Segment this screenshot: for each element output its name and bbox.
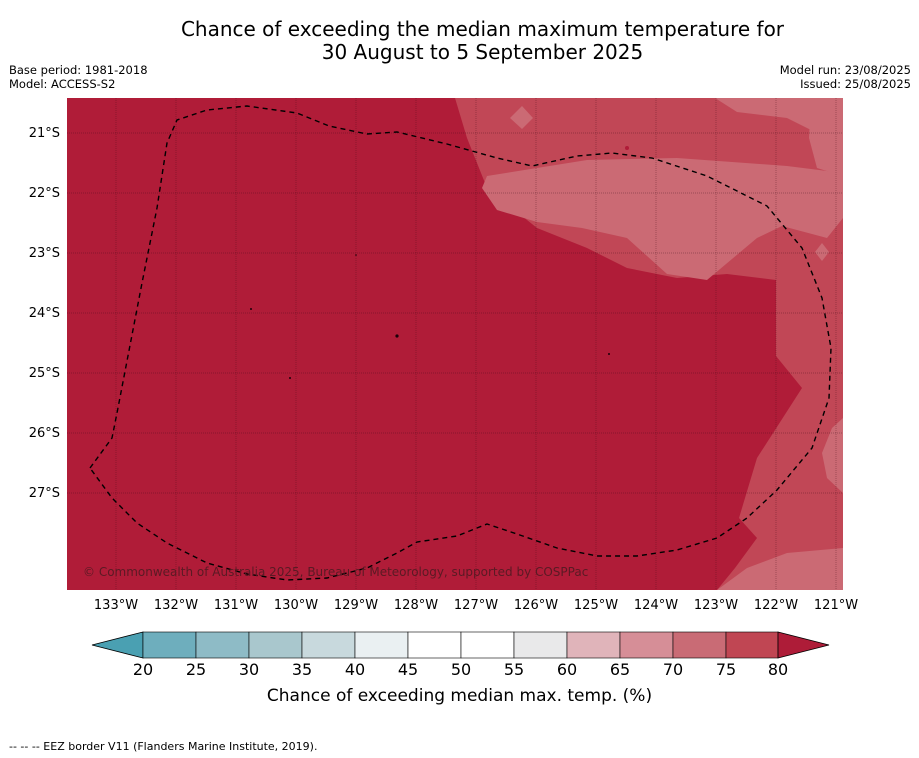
lon-label-126w: 126°W (513, 598, 559, 613)
colorbar-under-arrow (91, 631, 144, 659)
colorbar-tick-35: 35 (291, 660, 313, 679)
region-70-75-band (482, 158, 843, 280)
colorbar-bin-65-70 (619, 631, 674, 659)
lon-label-122w: 122°W (753, 598, 799, 613)
base-period: Base period: 1981-2018 (9, 63, 148, 77)
colorbar-bin-70-75 (672, 631, 727, 659)
colorbar-tick-20: 20 (132, 660, 154, 679)
colorbar-tick-25: 25 (185, 660, 207, 679)
lon-label-123w: 123°W (693, 598, 739, 613)
lon-label-127w: 127°W (453, 598, 499, 613)
colorbar-bin-20-25 (142, 631, 197, 659)
lon-label-124w: 124°W (633, 598, 679, 613)
colorbar-over-arrow (777, 631, 830, 659)
lon-label-130w: 130°W (273, 598, 319, 613)
region-70-75-right (822, 418, 843, 493)
lon-label-132w: 132°W (153, 598, 199, 613)
colorbar-bin-55-60 (513, 631, 568, 659)
colorbar-tick-30: 30 (238, 660, 260, 679)
map-panel[interactable] (67, 98, 843, 590)
lat-label-22s: 22°S (28, 186, 60, 201)
lat-label-24s: 24°S (28, 306, 60, 321)
model-name: Model: ACCESS-S2 (9, 77, 116, 91)
colorbar-bin-30-35 (248, 631, 303, 659)
model-run: Model run: 23/08/2025 (779, 63, 911, 77)
colorbar-bin-50-55 (460, 631, 515, 659)
colorbar-tick-55: 55 (503, 660, 525, 679)
meta-left: Base period: 1981-2018 Model: ACCESS-S2 (9, 63, 148, 91)
title-line-1: Chance of exceeding the median maximum t… (180, 17, 785, 41)
colorbar-tick-60: 60 (556, 660, 578, 679)
colorbar (91, 631, 830, 659)
title-line-2: 30 August to 5 September 2025 (321, 40, 644, 64)
colorbar-tick-70: 70 (662, 660, 684, 679)
colorbar-tick-75: 75 (715, 660, 737, 679)
colorbar-title: Chance of exceeding median max. temp. (%… (266, 686, 653, 706)
chart-title: Chance of exceeding the median maximum t… (0, 18, 919, 64)
lat-label-26s: 26°S (28, 426, 60, 441)
copyright-notice: © Commonwealth of Australia 2025, Bureau… (83, 565, 589, 579)
colorbar-tick-40: 40 (344, 660, 366, 679)
lat-label-21s: 21°S (28, 126, 60, 141)
colorbar-tick-65: 65 (609, 660, 631, 679)
islands (250, 146, 629, 379)
colorbar-bin-25-30 (195, 631, 250, 659)
region-70-75-diamond-2 (815, 243, 829, 261)
lat-label-23s: 23°S (28, 246, 60, 261)
eez-border (89, 105, 832, 581)
meta-right: Model run: 23/08/2025 Issued: 25/08/2025 (780, 63, 911, 91)
map-svg (67, 98, 843, 590)
lat-label-25s: 25°S (28, 366, 60, 381)
colorbar-bin-40-45 (354, 631, 409, 659)
lon-label-121w: 121°W (813, 598, 859, 613)
lon-label-129w: 129°W (333, 598, 379, 613)
colorbar-tick-45: 45 (397, 660, 419, 679)
region-70-75-east (809, 103, 843, 176)
lon-label-131w: 131°W (213, 598, 259, 613)
region-70-75-diamond-1 (510, 106, 533, 129)
region-70-75-bottom (717, 548, 843, 590)
graticule (67, 98, 843, 590)
lon-label-133w: 133°W (93, 598, 139, 613)
eez-footnote: -- -- -- EEZ border V11 (Flanders Marine… (9, 740, 318, 753)
colorbar-tick-50: 50 (450, 660, 472, 679)
lon-label-128w: 128°W (393, 598, 439, 613)
colorbar-bin-75-80 (725, 631, 779, 659)
colorbar-bin-45-50 (407, 631, 462, 659)
colorbar-bin-35-40 (301, 631, 356, 659)
colorbar-tick-80: 80 (767, 660, 789, 679)
issued-date: Issued: 25/08/2025 (800, 77, 911, 91)
colorbar-bin-60-65 (566, 631, 621, 659)
lon-label-125w: 125°W (573, 598, 619, 613)
lat-label-27s: 27°S (28, 486, 60, 501)
